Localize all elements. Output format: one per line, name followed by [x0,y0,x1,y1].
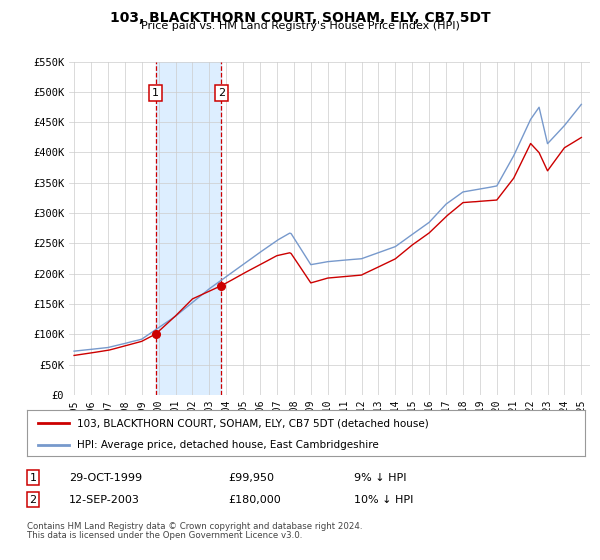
Text: 103, BLACKTHORN COURT, SOHAM, ELY, CB7 5DT: 103, BLACKTHORN COURT, SOHAM, ELY, CB7 5… [110,11,490,25]
Text: 103, BLACKTHORN COURT, SOHAM, ELY, CB7 5DT (detached house): 103, BLACKTHORN COURT, SOHAM, ELY, CB7 5… [77,418,429,428]
Text: 29-OCT-1999: 29-OCT-1999 [69,473,142,483]
Text: Contains HM Land Registry data © Crown copyright and database right 2024.: Contains HM Land Registry data © Crown c… [27,522,362,531]
Text: This data is licensed under the Open Government Licence v3.0.: This data is licensed under the Open Gov… [27,531,302,540]
Bar [156,62,221,395]
Text: 2: 2 [29,494,37,505]
Text: £180,000: £180,000 [228,494,281,505]
Text: 2: 2 [218,88,225,98]
Text: 1: 1 [29,473,37,483]
Text: HPI: Average price, detached house, East Cambridgeshire: HPI: Average price, detached house, East… [77,440,379,450]
Text: Price paid vs. HM Land Registry's House Price Index (HPI): Price paid vs. HM Land Registry's House … [140,21,460,31]
Text: 1: 1 [152,88,159,98]
Text: 9% ↓ HPI: 9% ↓ HPI [354,473,407,483]
Text: 12-SEP-2003: 12-SEP-2003 [69,494,140,505]
Text: 10% ↓ HPI: 10% ↓ HPI [354,494,413,505]
Text: £99,950: £99,950 [228,473,274,483]
